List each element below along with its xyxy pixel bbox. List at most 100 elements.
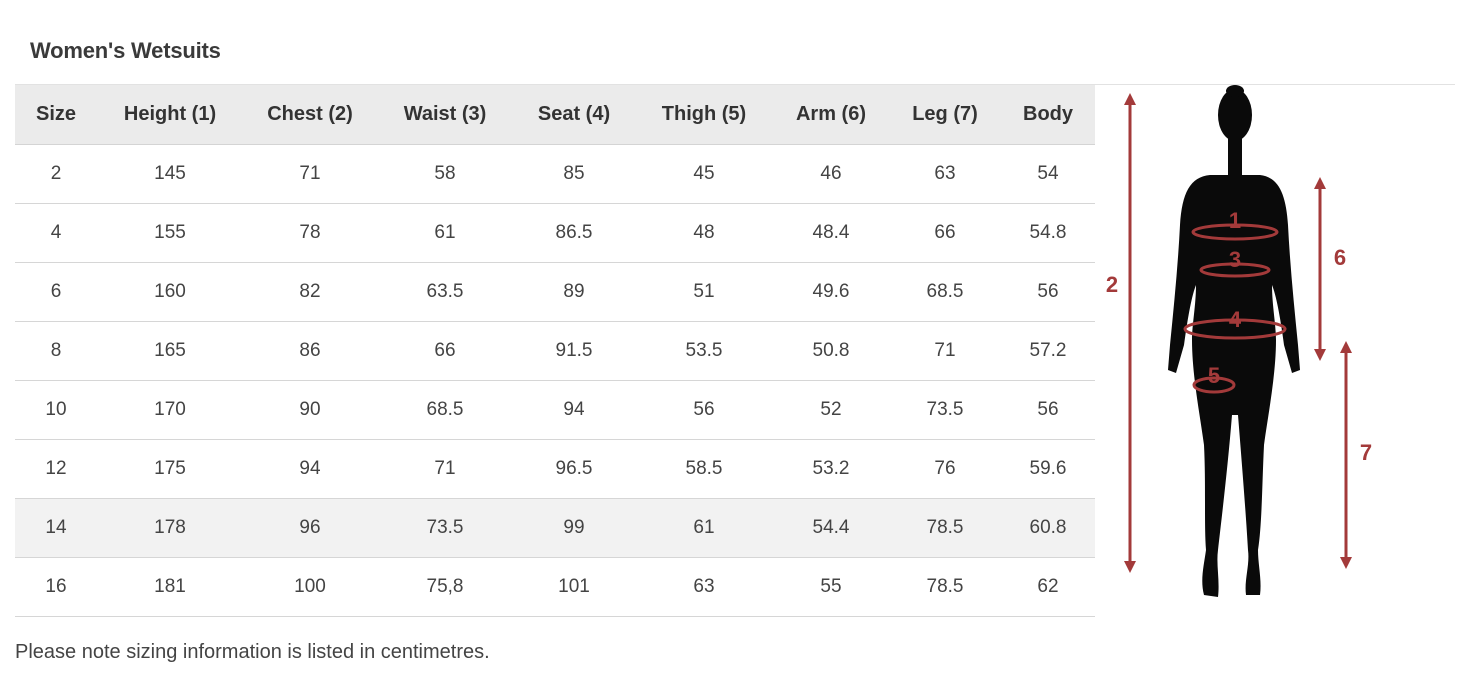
label-1: 1 <box>1229 208 1241 233</box>
table-cell: 46 <box>773 144 889 204</box>
table-cell: 155 <box>97 203 243 263</box>
table-header-row: Size Height (1) Chest (2) Waist (3) Seat… <box>15 85 1095 145</box>
table-cell: 91.5 <box>513 321 635 381</box>
table-row: 14 178 96 73.5 99 61 54.4 78.5 60.8 <box>15 498 1095 558</box>
table-cell: 101 <box>513 557 635 617</box>
label-6: 6 <box>1334 245 1346 270</box>
column-header: Seat (4) <box>513 85 635 145</box>
table-cell: 50.8 <box>773 321 889 381</box>
table-cell: 45 <box>635 144 773 204</box>
column-header: Chest (2) <box>243 85 377 145</box>
column-header: Waist (3) <box>377 85 513 145</box>
table-cell: 82 <box>243 262 377 322</box>
table-cell: 58.5 <box>635 439 773 499</box>
size-chart-table: Size Height (1) Chest (2) Waist (3) Seat… <box>15 85 1095 617</box>
table-cell: 96.5 <box>513 439 635 499</box>
table-cell: 71 <box>377 439 513 499</box>
table-cell: 53.5 <box>635 321 773 381</box>
table-cell: 145 <box>97 144 243 204</box>
table-cell: 66 <box>377 321 513 381</box>
table-row: 10 170 90 68.5 94 56 52 73.5 56 <box>15 380 1095 440</box>
measure-labels: 1 2 3 4 5 6 7 <box>1106 208 1372 465</box>
column-header: Height (1) <box>97 85 243 145</box>
table-cell: 48.4 <box>773 203 889 263</box>
label-5: 5 <box>1208 363 1220 388</box>
table-row: 2 145 71 58 85 45 46 63 54 <box>15 144 1095 204</box>
table-cell: 4 <box>15 203 97 263</box>
column-header: Leg (7) <box>889 85 1001 145</box>
column-header: Arm (6) <box>773 85 889 145</box>
label-2: 2 <box>1106 272 1118 297</box>
table-cell: 165 <box>97 321 243 381</box>
page-title: Women's Wetsuits <box>30 38 221 63</box>
measure-rings <box>1183 223 1287 394</box>
table-cell: 78.5 <box>889 498 1001 558</box>
table-cell: 170 <box>97 380 243 440</box>
table-cell: 78.5 <box>889 557 1001 617</box>
label-4: 4 <box>1229 307 1242 332</box>
divider <box>15 84 1455 85</box>
table-cell: 178 <box>97 498 243 558</box>
table-cell: 160 <box>97 262 243 322</box>
label-7: 7 <box>1360 440 1372 465</box>
label-3: 3 <box>1229 247 1241 272</box>
table-cell: 56 <box>1001 262 1095 322</box>
column-header: Size <box>15 85 97 145</box>
table-cell: 54.8 <box>1001 203 1095 263</box>
table-cell: 181 <box>97 557 243 617</box>
table-cell: 58 <box>377 144 513 204</box>
table-cell: 8 <box>15 321 97 381</box>
table-row: 8 165 86 66 91.5 53.5 50.8 71 57.2 <box>15 321 1095 381</box>
column-header: Thigh (5) <box>635 85 773 145</box>
table-cell: 75,8 <box>377 557 513 617</box>
table-cell: 57.2 <box>1001 321 1095 381</box>
table-cell: 73.5 <box>377 498 513 558</box>
table-cell: 56 <box>1001 380 1095 440</box>
table-cell: 6 <box>15 262 97 322</box>
table-cell: 48 <box>635 203 773 263</box>
table-cell: 54.4 <box>773 498 889 558</box>
table-cell: 61 <box>635 498 773 558</box>
table-cell: 60.8 <box>1001 498 1095 558</box>
table-cell: 76 <box>889 439 1001 499</box>
table-row: 4 155 78 61 86.5 48 48.4 66 54.8 <box>15 203 1095 263</box>
table-cell: 99 <box>513 498 635 558</box>
table-cell: 53.2 <box>773 439 889 499</box>
table-cell: 56 <box>635 380 773 440</box>
column-header: Body <box>1001 85 1095 145</box>
table-cell: 63 <box>635 557 773 617</box>
table-cell: 52 <box>773 380 889 440</box>
body-measurement-diagram: 1 2 3 4 5 6 7 <box>1106 85 1372 597</box>
table-cell: 90 <box>243 380 377 440</box>
table-body: 2 145 71 58 85 45 46 63 54 4 155 78 61 86.5 48 48.4 66 54… <box>15 144 1095 617</box>
table-cell: 71 <box>889 321 1001 381</box>
table-cell: 73.5 <box>889 380 1001 440</box>
table-cell: 51 <box>635 262 773 322</box>
table-cell: 59.6 <box>1001 439 1095 499</box>
table-cell: 2 <box>15 144 97 204</box>
table-cell: 85 <box>513 144 635 204</box>
table-cell: 62 <box>1001 557 1095 617</box>
table-cell: 14 <box>15 498 97 558</box>
table-cell: 63 <box>889 144 1001 204</box>
table-cell: 94 <box>513 380 635 440</box>
table-cell: 55 <box>773 557 889 617</box>
table-cell: 61 <box>377 203 513 263</box>
table-row: 12 175 94 71 96.5 58.5 53.2 76 59.6 <box>15 439 1095 499</box>
table-cell: 86.5 <box>513 203 635 263</box>
table-cell: 66 <box>889 203 1001 263</box>
table-cell: 68.5 <box>889 262 1001 322</box>
table-row: 16 181 100 75,8 101 63 55 78.5 62 <box>15 557 1095 617</box>
table-cell: 86 <box>243 321 377 381</box>
silhouette <box>1168 85 1300 597</box>
table-cell: 78 <box>243 203 377 263</box>
table-cell: 63.5 <box>377 262 513 322</box>
table-cell: 68.5 <box>377 380 513 440</box>
table-cell: 54 <box>1001 144 1095 204</box>
table-cell: 89 <box>513 262 635 322</box>
table-cell: 71 <box>243 144 377 204</box>
table-cell: 175 <box>97 439 243 499</box>
table-cell: 96 <box>243 498 377 558</box>
sizing-note: Please note sizing information is listed… <box>15 641 490 663</box>
table-cell: 94 <box>243 439 377 499</box>
